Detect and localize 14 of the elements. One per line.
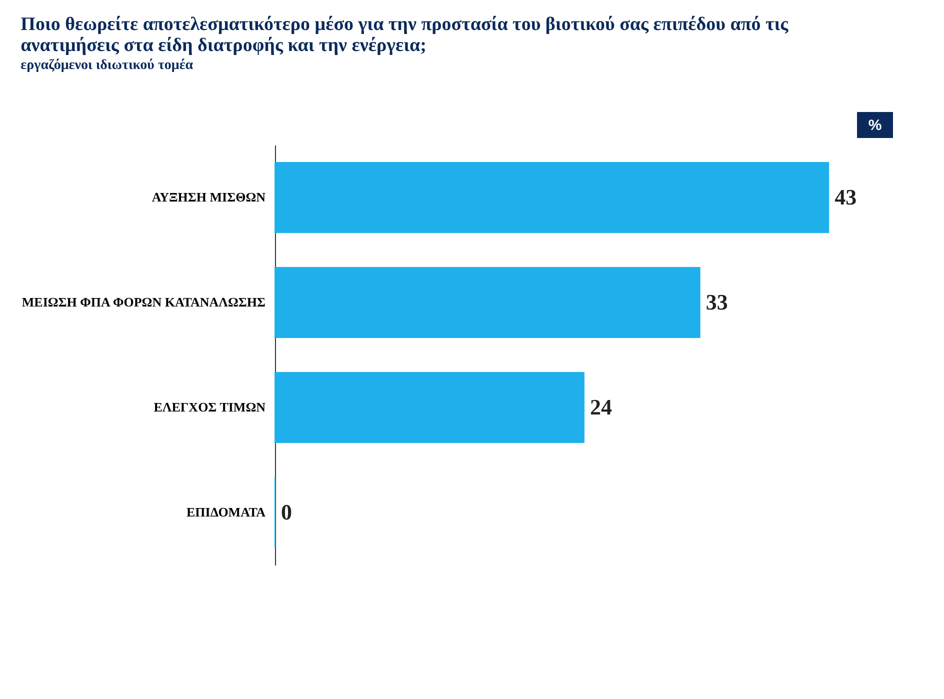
bar bbox=[274, 162, 830, 233]
chart-title: Ποιο θεωρείτε αποτελεσματικότερο μέσο για την προστασία του βιοτικού σας επιπέδου από τις ανατιμήσεις στα είδη διατροφής και την ενέργεια; bbox=[20, 14, 790, 56]
data-label: 0 bbox=[281, 500, 292, 524]
bar bbox=[274, 267, 700, 338]
text: εργαζόμενοι ιδιωτικού τομέα bbox=[20, 58, 194, 73]
y-tick-label: ΑΥΞΗΣΗ ΜΙΣΘΩΝ bbox=[152, 190, 266, 204]
y-tick-label: ΕΛΕΓΧΟΣ ΤΙΜΩΝ bbox=[154, 400, 266, 414]
bar bbox=[274, 372, 584, 443]
text: % bbox=[868, 117, 882, 134]
y-tick-label: ΕΠΙΔΟΜΑΤΑ bbox=[186, 504, 266, 520]
data-label: 33 bbox=[706, 290, 728, 314]
y-tick-label: ΜΕΙΩΣΗ ΦΠΑ ΦΟΡΩΝ ΚΑΤΑΝΑΛΩΣΗΣ bbox=[22, 294, 266, 310]
data-label: 24 bbox=[590, 394, 612, 420]
data-label: 43 bbox=[834, 184, 857, 210]
